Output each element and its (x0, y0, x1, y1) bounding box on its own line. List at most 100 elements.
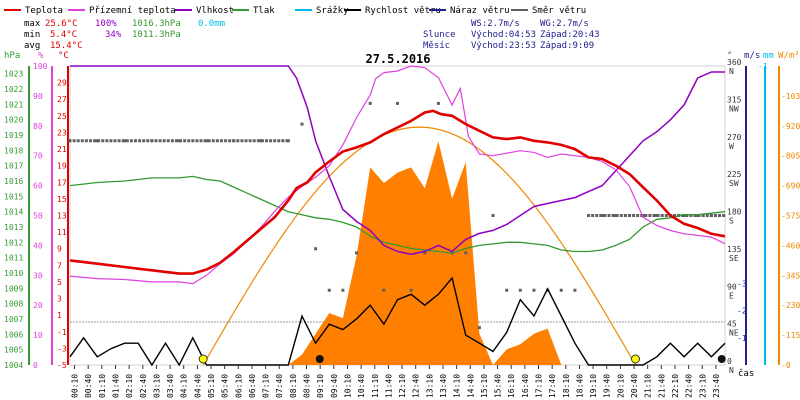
x-tick-label: 17:10 (535, 374, 544, 398)
x-tick-label: 09:10 (316, 374, 325, 398)
tick-hpa: 1017 (4, 162, 23, 171)
x-tick-label: 09:40 (330, 374, 339, 398)
wind-direction-point (673, 214, 677, 217)
tick-dir: 360 (727, 58, 742, 67)
chart-title: 27.5.2016 (365, 52, 430, 66)
x-tick-label: 07:40 (275, 374, 284, 398)
x-tick-label: 22:40 (685, 374, 694, 398)
wind-direction-point (632, 214, 636, 217)
series-wind-speed (69, 276, 726, 367)
wind-direction-point (713, 214, 717, 217)
sunset-marker (630, 354, 640, 364)
wind-direction-point (636, 214, 640, 217)
wind-direction-point (93, 139, 97, 143)
wind-direction-point (162, 139, 166, 143)
wind-direction-point (603, 214, 607, 217)
wind-direction-point (146, 139, 150, 143)
tick-hpa: 1015 (4, 192, 23, 201)
wind-direction-point (179, 139, 183, 143)
tick-pct: 60 (33, 182, 43, 191)
wind-direction-point (285, 139, 289, 143)
stats-moon-label: Měsíc (423, 41, 450, 51)
wind-direction-point (166, 139, 170, 143)
tick-dir: 225 (727, 170, 742, 179)
tick-dir-compass: W (729, 142, 734, 151)
x-tick-label: 13:40 (439, 374, 448, 398)
tick-hpa: 1010 (4, 269, 23, 278)
stats-min-label: min (24, 30, 40, 40)
wind-direction-point (623, 214, 627, 217)
tick-dir: 45 (727, 320, 737, 329)
wind-direction-point (611, 214, 615, 217)
tick-wm2: -575 (781, 212, 800, 221)
x-tick-label: 02:40 (139, 374, 148, 398)
wind-direction-point (607, 214, 611, 217)
stats-ws: WS:2.7m/s (471, 19, 520, 29)
tick-temp: -3 (57, 344, 67, 353)
tick-wm2: -1035 (781, 92, 800, 101)
wind-direction-point (101, 139, 105, 143)
wind-direction-point (660, 214, 664, 217)
wind-direction-point (125, 139, 129, 143)
wind-direction-point (281, 139, 285, 143)
x-tick-label: 18:10 (562, 374, 571, 398)
wind-direction-point (599, 214, 603, 217)
wind-direction-point (355, 251, 359, 255)
tick-temp: -1 (57, 328, 67, 337)
x-axis: 00:10 00:40 01:10 01:40 02:10 02:40 03:10 03:40… (71, 365, 721, 398)
x-tick-label: 15:10 (480, 374, 489, 398)
tick-dir-compass: SW (729, 179, 739, 188)
wind-direction-point (718, 214, 722, 217)
tick-temp: 1 (57, 311, 62, 320)
tick-temp: 27 (57, 95, 67, 104)
x-tick-label: 05:10 (207, 374, 216, 398)
wind-direction-point (207, 139, 211, 143)
wind-direction-point (652, 214, 656, 217)
wind-direction-point (693, 214, 697, 217)
stats-min-press: 1011.3hPa (132, 30, 181, 40)
x-tick-label: 16:40 (521, 374, 530, 398)
legend-item: Přízemní teplota (89, 6, 176, 16)
stats-wg: WG:2.7m/s (540, 19, 589, 29)
x-tick-label: 01:40 (111, 374, 120, 398)
wind-direction-point (591, 214, 595, 217)
wind-direction-point (701, 214, 705, 217)
x-tick-label: 15:40 (494, 374, 503, 398)
wind-direction-point (236, 139, 240, 143)
legend: Teplota Přízemní teplota Vlhkost Tlak Srážky… (4, 6, 586, 16)
tick-hpa: 1007 (4, 315, 23, 324)
tick-wm2: -0 (781, 361, 791, 370)
tick-ms: -1 (737, 334, 747, 343)
series-humidity (70, 65, 725, 256)
tick-hpa: 1020 (4, 116, 23, 125)
stats-min-temp: 5.4°C (50, 30, 77, 40)
wind-direction-point (505, 288, 509, 292)
tick-wm2: -690 (781, 182, 800, 191)
tick-hpa: 1006 (4, 330, 23, 339)
x-tick-label: 07:10 (262, 374, 271, 398)
tick-temp: 21 (57, 145, 67, 154)
tick-hpa: 1016 (4, 177, 23, 186)
legend-item: Směr větru (532, 6, 586, 16)
tick-temp: 11 (57, 228, 67, 237)
wind-direction-point (409, 288, 413, 292)
wind-direction-point (203, 139, 207, 143)
stats-max-press: 1016.3hPa (132, 19, 181, 29)
tick-mm: -1 (758, 62, 768, 71)
x-tick-label: 10:10 (343, 374, 352, 398)
wind-direction-point (84, 139, 88, 143)
tick-dir-compass: E (729, 291, 734, 300)
tick-wm2: -805 (781, 152, 800, 161)
stats-moon-set: Západ:9:09 (540, 41, 594, 51)
x-tick-label: 12:10 (398, 374, 407, 398)
wind-direction-point (154, 139, 158, 143)
x-tick-label: 11:10 (371, 374, 380, 398)
wind-direction-point (265, 139, 268, 143)
tick-temp: 7 (57, 261, 62, 270)
wind-direction-point (709, 214, 713, 217)
tick-dir-compass: S (729, 217, 734, 226)
tick-temp: 15 (57, 195, 67, 204)
stats-sun-label: Slunce (423, 30, 456, 40)
x-tick-label: 12:40 (412, 374, 421, 398)
